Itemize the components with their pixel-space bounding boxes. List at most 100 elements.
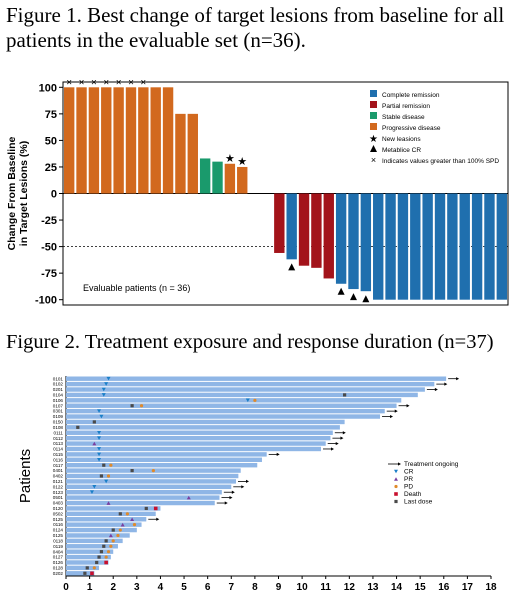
x-tick-label: 7 (228, 582, 234, 593)
patient-id-label: 0502 (53, 511, 64, 516)
legend-label: PR (404, 476, 413, 483)
bar (434, 193, 446, 300)
treatment-bar (66, 560, 109, 565)
treatment-bar (66, 479, 236, 484)
pd-marker (253, 398, 257, 402)
bar (373, 193, 384, 300)
patient-id-label: 0109 (53, 414, 64, 419)
patient-id-label: 0106 (53, 398, 64, 403)
treatment-bar (66, 500, 215, 506)
patient-id-label: 0201 (53, 387, 64, 392)
patient-id-label: 0108 (53, 425, 64, 430)
patient-id-label: 0115 (53, 452, 63, 457)
ongoing-arrowhead (342, 431, 346, 435)
legend-label: Indicates values greater than 100% SPD (382, 158, 499, 165)
ongoing-arrowhead (246, 479, 249, 484)
metabolic-cr-triangle (362, 295, 370, 303)
treatment-bar (66, 398, 402, 403)
bar (286, 193, 297, 260)
legend-cr-icon (394, 469, 398, 474)
treatment-bar (66, 452, 267, 457)
above-100-marker: × (91, 80, 97, 88)
cr-marker (92, 485, 97, 489)
death-marker (90, 571, 94, 576)
legend-pr-icon (394, 477, 398, 481)
treatment-bar (66, 381, 435, 387)
last-dose-marker (102, 544, 106, 548)
cr-marker (97, 447, 102, 451)
treatment-bar (66, 462, 258, 468)
treatment-bar (66, 376, 447, 381)
pr-marker (92, 441, 97, 446)
ongoing-arrowhead (241, 485, 245, 489)
ongoing-arrowhead (331, 447, 334, 451)
ongoing-arrowhead (276, 452, 280, 456)
x-tick-label: 1 (87, 582, 93, 593)
y-axis-label: Change From Baselinein Target Lesions (%… (6, 136, 30, 250)
ongoing-arrowhead (456, 377, 460, 381)
above-100-marker: × (66, 80, 72, 88)
last-dose-marker (99, 550, 104, 554)
last-dose-marker (102, 463, 106, 467)
patient-id-label: 0114 (53, 447, 63, 452)
figure1-title: Figure 1. Best change of target lesions … (6, 3, 505, 52)
ongoing-arrowhead (224, 501, 228, 505)
x-tick-label: 10 (297, 582, 309, 593)
patient-id-label: 0301 (53, 409, 64, 414)
treatment-bar (66, 441, 326, 446)
patient-id-label: 0202 (53, 571, 64, 576)
pr-marker (130, 517, 135, 522)
x-tick-label: 16 (438, 582, 450, 593)
x-tick-label: 18 (485, 582, 497, 593)
last-dose-marker (76, 425, 80, 429)
pr-marker (108, 533, 113, 538)
pd-marker (151, 468, 155, 473)
bar (88, 87, 100, 194)
patient-id-label: 0125 (53, 517, 64, 522)
bar (63, 87, 75, 194)
patient-id-label: 0125 (53, 533, 64, 538)
legend-label: Treatment ongoing (404, 461, 459, 468)
pr-marker (106, 501, 111, 505)
last-dose-marker (104, 539, 108, 543)
legend-label: Metablice CR (382, 147, 421, 154)
x-tick-label: 15 (415, 582, 427, 593)
y-tick-label: 50 (45, 135, 57, 147)
bar (113, 87, 124, 194)
treatment-bar (66, 457, 262, 462)
y-tick-label: 25 (45, 162, 57, 174)
patient-id-label: 0118 (53, 538, 63, 543)
patient-id-label: 0112 (53, 436, 63, 441)
new-lesion-star: ★ (225, 153, 235, 165)
pr-marker (120, 522, 125, 527)
bar (138, 87, 149, 194)
treatment-bar (66, 527, 137, 533)
ongoing-arrowhead (444, 382, 448, 386)
treatment-bar (66, 544, 118, 549)
y-tick-label: 100 (39, 82, 57, 94)
cr-marker (101, 393, 106, 397)
legend-swatch (370, 90, 377, 97)
cr-marker (245, 398, 250, 403)
treatment-bar (66, 435, 331, 441)
cr-marker (97, 457, 102, 462)
x-tick-label: 8 (252, 582, 258, 593)
bar (212, 161, 223, 194)
bar (101, 87, 112, 194)
legend-swatch (370, 112, 377, 119)
legend-label: PD (404, 484, 413, 491)
last-dose-marker (343, 393, 347, 397)
bar (484, 193, 495, 300)
treatment-bar (66, 517, 147, 522)
bar (348, 193, 359, 290)
legend-swatch (370, 101, 377, 108)
legend-label: Complete remission (382, 92, 440, 99)
ongoing-arrowhead (340, 436, 344, 440)
treatment-bar (66, 408, 385, 414)
bar (199, 158, 211, 194)
bar (76, 87, 87, 194)
patient-id-label: 0104 (53, 393, 64, 398)
bar (447, 193, 458, 300)
cr-marker (97, 436, 102, 440)
legend-last-dose-icon (394, 499, 398, 504)
